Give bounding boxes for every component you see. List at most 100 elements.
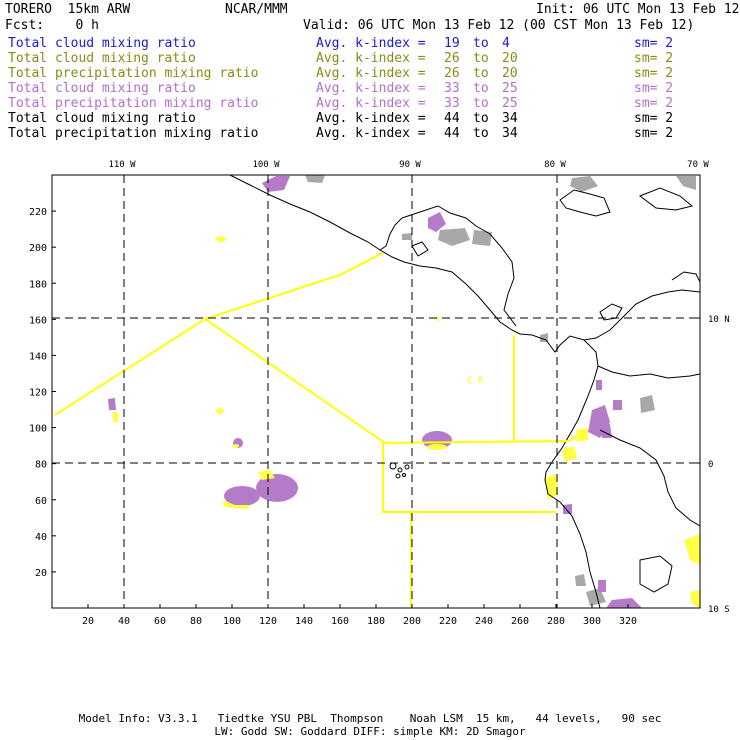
model-title: TORERO 15km ARW bbox=[5, 2, 131, 17]
legend-smoothing: sm= 2 bbox=[634, 111, 674, 126]
legend-to: to bbox=[473, 81, 489, 96]
x-tick-label: 300 bbox=[583, 616, 601, 627]
longitude-labels: 110 W 100 W 90 W 80 W 70 W bbox=[108, 160, 709, 170]
legend-index-label: Avg. k-index = bbox=[316, 36, 426, 51]
y-tick-labels: 220 200 180 160 140 120 100 80 60 40 20 bbox=[29, 207, 47, 579]
legend-k-start: 33 bbox=[444, 81, 460, 96]
x-tick-label: 80 bbox=[190, 616, 202, 627]
legend-index-label: Avg. k-index = bbox=[316, 126, 426, 141]
legend-field-name: Total precipitation mixing ratio bbox=[8, 66, 259, 81]
x-tick-label: 200 bbox=[403, 616, 421, 627]
legend-field-name: Total cloud mixing ratio bbox=[8, 51, 196, 66]
center-label: NCAR/MMM bbox=[225, 2, 288, 17]
legend-index-label: Avg. k-index = bbox=[316, 96, 426, 111]
legend-smoothing: sm= 2 bbox=[634, 96, 674, 111]
x-tick-label: 100 bbox=[223, 616, 241, 627]
x-tick-label: 60 bbox=[154, 616, 166, 627]
x-tick-label: 20 bbox=[82, 616, 94, 627]
legend-index-label: Avg. k-index = bbox=[316, 111, 426, 126]
axis-ticks bbox=[52, 175, 701, 609]
legend-k-start: 26 bbox=[444, 66, 460, 81]
forecast-hour: Fcst: 0 h bbox=[5, 18, 99, 33]
y-tick-label: 60 bbox=[35, 496, 47, 507]
longitude-label: 110 W bbox=[108, 160, 136, 170]
valid-time: Valid: 06 UTC Mon 13 Feb 12 (00 CST Mon … bbox=[303, 18, 695, 33]
x-tick-label: 320 bbox=[619, 616, 637, 627]
longitude-label: 80 W bbox=[544, 160, 566, 170]
y-tick-label: 40 bbox=[35, 532, 47, 543]
y-tick-label: 160 bbox=[29, 315, 47, 326]
legend-index-label: Avg. k-index = bbox=[316, 51, 426, 66]
legend-smoothing: sm= 2 bbox=[634, 51, 674, 66]
map-plot-area bbox=[52, 175, 700, 608]
legend-field-name: Total cloud mixing ratio bbox=[8, 111, 196, 126]
yellow-cloud-patches bbox=[113, 236, 700, 608]
init-time: Init: 06 UTC Mon 13 Feb 12 bbox=[536, 2, 740, 17]
legend-to: to bbox=[473, 36, 489, 51]
eez-boundaries bbox=[54, 252, 577, 608]
legend-field-name: Total cloud mixing ratio bbox=[8, 36, 196, 51]
legend-smoothing: sm= 2 bbox=[634, 81, 674, 96]
y-tick-label: 220 bbox=[29, 207, 47, 218]
coastlines bbox=[229, 175, 700, 608]
latitude-labels: 10 N 0 10 S bbox=[708, 315, 730, 615]
legend-to: to bbox=[473, 66, 489, 81]
x-tick-label: 120 bbox=[259, 616, 277, 627]
legend-k-end: 25 bbox=[502, 96, 518, 111]
header-row-1: TORERO 15km ARW NCAR/MMM Init: 06 UTC Mo… bbox=[0, 2, 740, 17]
y-tick-label: 80 bbox=[35, 460, 47, 471]
longitude-label: 70 W bbox=[687, 160, 709, 170]
legend-k-start: 33 bbox=[444, 96, 460, 111]
legend-field-name: Total precipitation mixing ratio bbox=[8, 96, 259, 111]
legend-to: to bbox=[473, 111, 489, 126]
footer-line-1: Model Info: V3.3.1 Tiedtke YSU PBL Thomp… bbox=[78, 712, 662, 725]
country-label: C R bbox=[467, 376, 484, 386]
purple-precip-patches bbox=[108, 176, 642, 608]
footer-line-2: LW: Godd SW: Goddard DIFF: simple KM: 2D… bbox=[214, 725, 526, 738]
legend-index-label: Avg. k-index = bbox=[316, 66, 426, 81]
latitude-label: 10 N bbox=[708, 315, 730, 325]
legend-k-end: 25 bbox=[502, 81, 518, 96]
legend-k-start: 26 bbox=[444, 51, 460, 66]
header-row-2: Fcst: 0 h Valid: 06 UTC Mon 13 Feb 12 (0… bbox=[0, 18, 740, 33]
y-tick-label: 120 bbox=[29, 388, 47, 399]
graticule-lines bbox=[52, 175, 700, 608]
y-tick-label: 180 bbox=[29, 279, 47, 290]
x-tick-label: 160 bbox=[331, 616, 349, 627]
x-tick-label: 220 bbox=[439, 616, 457, 627]
x-tick-label: 260 bbox=[511, 616, 529, 627]
x-tick-labels: 20 40 60 80 100 120 140 160 180 200 220 240 260 280 30… bbox=[82, 616, 637, 627]
latitude-label: 10 S bbox=[708, 605, 730, 615]
legend-k-start: 44 bbox=[444, 111, 460, 126]
y-tick-label: 140 bbox=[29, 351, 47, 362]
legend-to: to bbox=[473, 96, 489, 111]
legend-k-end: 20 bbox=[502, 51, 518, 66]
galapagos-islands bbox=[389, 462, 410, 479]
longitude-label: 90 W bbox=[399, 160, 421, 170]
longitude-label: 100 W bbox=[252, 160, 280, 170]
legend-k-start: 44 bbox=[444, 126, 460, 141]
y-tick-label: 20 bbox=[35, 568, 47, 579]
legend-to: to bbox=[473, 126, 489, 141]
legend-k-start: 19 bbox=[444, 36, 460, 51]
x-tick-label: 280 bbox=[547, 616, 565, 627]
x-tick-label: 180 bbox=[367, 616, 385, 627]
x-tick-label: 240 bbox=[475, 616, 493, 627]
x-tick-label: 140 bbox=[295, 616, 313, 627]
legend-k-end: 20 bbox=[502, 66, 518, 81]
legend-field-name: Total cloud mixing ratio bbox=[8, 81, 196, 96]
y-tick-label: 200 bbox=[29, 243, 47, 254]
legend-k-end: 34 bbox=[502, 111, 518, 126]
legend-smoothing: sm= 2 bbox=[634, 66, 674, 81]
legend-k-end: 34 bbox=[502, 126, 518, 141]
legend-field-name: Total precipitation mixing ratio bbox=[8, 126, 259, 141]
legend-index-label: Avg. k-index = bbox=[316, 81, 426, 96]
x-tick-label: 40 bbox=[118, 616, 130, 627]
legend-to: to bbox=[473, 51, 489, 66]
legend-k-end: 4 bbox=[502, 36, 510, 51]
latitude-label: 0 bbox=[708, 460, 713, 470]
weather-map: 20 40 60 80 100 120 140 160 180 200 220 240 260 280 30… bbox=[29, 160, 730, 627]
legend-smoothing: sm= 2 bbox=[634, 126, 674, 141]
y-tick-label: 100 bbox=[29, 424, 47, 435]
legend-smoothing: sm= 2 bbox=[634, 36, 674, 51]
